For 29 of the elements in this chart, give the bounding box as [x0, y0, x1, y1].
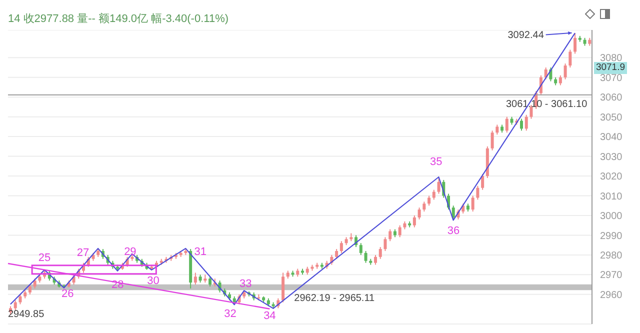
annotation: 30	[147, 274, 160, 288]
annotation: 31	[194, 245, 207, 260]
annotation: 34	[264, 309, 276, 324]
text: 3071.9	[594, 62, 628, 74]
y-tick-label: 2980	[600, 250, 623, 262]
y-tick-label: 3000	[600, 211, 623, 222]
y-tick-label: 2990	[600, 230, 623, 242]
y-tick-label: 2970	[600, 270, 623, 282]
y-tick-label: 3060	[600, 92, 623, 104]
annotation: 35	[430, 155, 442, 170]
y-tick-label: 3040	[600, 132, 623, 144]
annotation: 2949.85	[8, 308, 44, 322]
band-label: 2962.19 - 2965.11	[294, 293, 376, 304]
y-tick-label: 3050	[600, 112, 623, 124]
y-tick-label: 2960	[600, 290, 623, 301]
y-tick-label: 3010	[600, 191, 623, 202]
annotation: 27	[76, 246, 90, 260]
annotation: 25	[38, 250, 51, 265]
y-tick-label: 3070	[600, 72, 623, 84]
chart-title: 14 收2977.88 量-- 额149.0亿 幅-3.40(-0.11%)	[8, 12, 230, 27]
annotation: 29	[124, 245, 136, 260]
annotation: 32	[224, 306, 236, 321]
annotation: 3092.44	[508, 28, 544, 43]
y-tick-label: 3030	[600, 152, 623, 163]
annotation: 33	[240, 277, 252, 292]
annotation: 26	[62, 286, 74, 301]
y-tick-label: 3020	[600, 172, 623, 183]
annotation: 36	[447, 224, 460, 238]
y-tick-label: 3080	[600, 53, 623, 64]
